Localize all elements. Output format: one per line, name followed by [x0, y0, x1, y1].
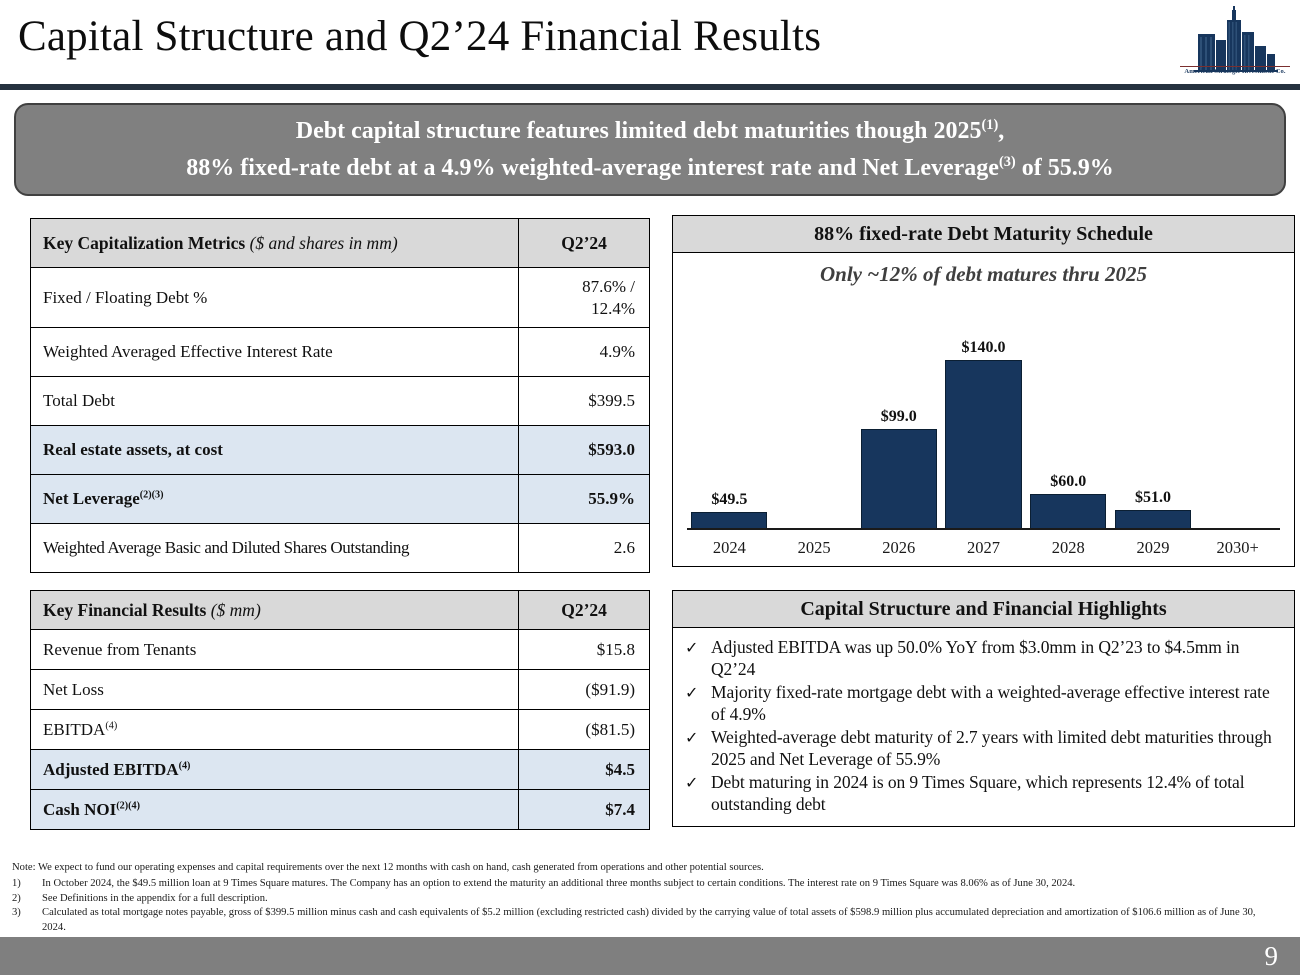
- table-header-row: Key Financial Results ($ mm) Q2’24: [29, 590, 650, 630]
- bar-2026: [860, 429, 937, 528]
- axis-label-2030+: 2030+: [1216, 538, 1259, 557]
- table-header-row: Key Capitalization Metrics ($ and shares…: [29, 218, 650, 268]
- axis-label-2027: 2027: [967, 538, 1001, 557]
- table-row: Net Loss ($91.9): [29, 669, 650, 710]
- bar-slot-2029: $51.0: [1111, 489, 1196, 528]
- bar-slot-2026: $99.0: [856, 408, 941, 528]
- footnote-item: 1) In October 2024, the $49.5 million loa…: [12, 877, 1076, 889]
- axis-label-2029: 2029: [1136, 538, 1170, 557]
- column-header: Q2’24: [518, 590, 650, 630]
- bar-slot-2024: $49.5: [687, 491, 772, 528]
- table-row-highlighted: Net Leverage(2)(3) 55.9%: [29, 474, 650, 524]
- page-title: Capital Structure and Q2’24 Financial Re…: [18, 13, 822, 60]
- chart-subtitle: Only ~12% of debt matures thru 2025: [820, 262, 1147, 286]
- highlights-title: Capital Structure and Financial Highligh…: [673, 591, 1294, 628]
- bar-value-label: $99.0: [880, 408, 917, 426]
- table-row: Weighted Average Basic and Diluted Share…: [29, 523, 650, 573]
- banner-line-2: 88% fixed-rate debt at a 4.9% weighted-a…: [186, 153, 1114, 181]
- list-item: ✓ Debt maturing in 2024 is on 9 Times Sq…: [685, 772, 1245, 815]
- table-title: Key Capitalization Metrics ($ and shares…: [29, 218, 520, 268]
- bar-2027: [945, 360, 1022, 528]
- highlights-list: ✓ Adjusted EBITDA was up 50.0% YoY from …: [673, 628, 1294, 822]
- table-row: EBITDA(4) ($81.5): [29, 709, 650, 750]
- bar-slot-2027: $140.0: [941, 339, 1026, 528]
- bar-2029: [1114, 509, 1192, 528]
- debt-maturity-chart: 88% fixed-rate Debt Maturity Schedule On…: [672, 215, 1295, 567]
- table-row: Fixed / Floating Debt % 87.6% /12.4%: [29, 267, 650, 328]
- axis-label-2025: 2025: [797, 538, 831, 557]
- axis-label-2028: 2028: [1051, 538, 1085, 557]
- footnote-item: 3) Calculated as total mortgage notes pay…: [12, 907, 1256, 934]
- company-logo: [1180, 6, 1290, 82]
- table-row-highlighted: Adjusted EBITDA(4) $4.5: [29, 749, 650, 790]
- check-icon: ✓: [685, 730, 699, 748]
- chart-title: 88% fixed-rate Debt Maturity Schedule: [673, 216, 1294, 253]
- chart-xaxis: 2024 2025 2026 2027 2028 2029 2030+: [687, 530, 1280, 566]
- list-item: ✓ Adjusted EBITDA was up 50.0% YoY from …: [685, 637, 1240, 680]
- column-header: Q2’24: [518, 218, 650, 268]
- skyline-logo-icon: [1194, 6, 1278, 72]
- bar-value-label: $49.5: [711, 491, 748, 509]
- footer-bar: 9: [0, 937, 1300, 975]
- bar-value-label: $51.0: [1134, 488, 1171, 506]
- cap-metrics-table: Key Capitalization Metrics ($ and shares…: [29, 218, 650, 573]
- key-message-banner: Debt capital structure features limited …: [14, 103, 1286, 196]
- highlights-box: Capital Structure and Financial Highligh…: [672, 590, 1295, 827]
- chart-plot: $49.5 $99.0 $140.0 $60.0 $51.0: [687, 287, 1280, 530]
- table-row: Weighted Averaged Effective Interest Rat…: [29, 327, 650, 377]
- check-icon: ✓: [685, 685, 699, 703]
- bar-slot-2028: $60.0: [1026, 473, 1111, 528]
- axis-label-2026: 2026: [882, 538, 916, 557]
- fin-results-table: Key Financial Results ($ mm) Q2’24 Reven…: [29, 590, 650, 830]
- axis-label-2024: 2024: [712, 538, 746, 557]
- table-row-highlighted: Real estate assets, at cost $593.0: [29, 425, 650, 475]
- table-row-highlighted: Cash NOI(2)(4) $7.4: [29, 789, 650, 830]
- bar-2028: [1030, 494, 1107, 528]
- table-row: Total Debt $399.5: [29, 376, 650, 426]
- page-number: 9: [1264, 940, 1279, 971]
- footnote-note: Note: We expect to fund our operating ex…: [12, 862, 764, 873]
- bar-value-label: $60.0: [1050, 473, 1087, 491]
- bar-value-label: $140.0: [961, 339, 1006, 357]
- logo-caption: American Strategic Investment Co.: [1180, 66, 1290, 75]
- list-item: ✓ Majority fixed-rate mortgage debt with…: [685, 682, 1270, 725]
- check-icon: ✓: [685, 640, 699, 657]
- list-item: ✓ Weighted-average debt maturity of 2.7 …: [685, 727, 1272, 770]
- check-icon: ✓: [685, 775, 699, 793]
- table-title: Key Financial Results ($ mm): [29, 590, 520, 630]
- table-row: Revenue from Tenants $15.8: [29, 629, 650, 670]
- footnote-item: 2) See Definitions in the appendix for a …: [12, 892, 268, 904]
- bar-2024: [691, 512, 768, 528]
- banner-line-1: Debt capital structure features limited …: [295, 116, 1005, 144]
- title-divider: [0, 84, 1300, 90]
